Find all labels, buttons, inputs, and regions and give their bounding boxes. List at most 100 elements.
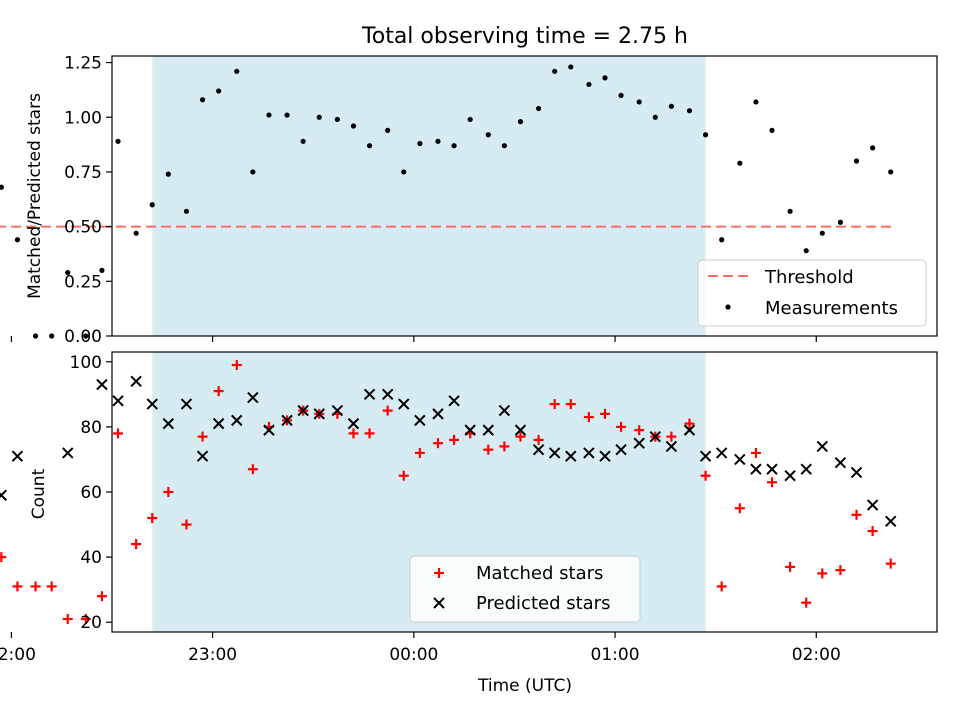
matched-star-point-34 <box>515 431 526 442</box>
top-yticks-label-4: 1.00 <box>64 108 102 128</box>
bottom-y-axis-label: Count <box>29 468 49 519</box>
predicted-star-point-39 <box>683 424 696 436</box>
measurement-point-8 <box>83 333 89 339</box>
measurement-points <box>0 64 894 339</box>
matched-star-point-37 <box>565 399 576 410</box>
matched-star-point-4 <box>12 581 23 592</box>
matched-star-point-12 <box>147 513 158 524</box>
predicted-star-point-28 <box>498 404 511 417</box>
predicted-star-point-14 <box>263 424 275 436</box>
legend-measurements-swatch <box>725 304 731 310</box>
top-legend-box <box>697 259 927 327</box>
measurement-point-31 <box>467 116 473 123</box>
measurement-point-55 <box>870 145 876 151</box>
legend-predicted-label: Predicted stars <box>476 593 610 614</box>
x-tick-label-2: 00:00 <box>389 645 438 665</box>
predicted-star-point-19 <box>347 417 360 430</box>
predicted-star-point-10 <box>196 450 209 462</box>
predicted-star-point-38 <box>665 440 678 453</box>
predicted-star-point-45 <box>784 470 796 482</box>
predicted-star-point-51 <box>885 515 897 528</box>
matched-star-point-44 <box>684 418 695 429</box>
predicted-star-point-9 <box>180 398 193 410</box>
matched-star-point-53 <box>835 565 846 576</box>
matched-star-point-7 <box>62 613 73 624</box>
matched-star-point-55 <box>867 526 878 537</box>
matched-star-point-48 <box>750 447 761 458</box>
predicted-star-point-22 <box>398 398 410 410</box>
predicted-star-point-7 <box>146 398 158 410</box>
top-observing-window <box>152 56 706 336</box>
measurement-point-34 <box>517 119 524 125</box>
measurement-point-23 <box>334 116 340 123</box>
predicted-star-point-30 <box>532 443 545 456</box>
measurement-point-22 <box>316 114 322 120</box>
predicted-star-point-37 <box>649 430 661 443</box>
matched-star-point-32 <box>483 444 494 455</box>
predicted-star-point-40 <box>699 450 712 462</box>
predicted-star-point-18 <box>331 404 344 417</box>
measurement-point-54 <box>853 158 860 164</box>
matched-star-point-52 <box>817 568 828 579</box>
matched-star-point-24 <box>348 428 359 439</box>
matched-star-point-27 <box>398 470 409 481</box>
predicted-star-point-29 <box>514 424 527 436</box>
measurement-point-12 <box>149 202 155 208</box>
measurement-point-6 <box>49 333 55 339</box>
bot-yticks-label-2: 60 <box>80 483 102 503</box>
predicted-star-point-1 <box>0 489 8 501</box>
top-yticks-label-2: 0.50 <box>64 218 102 238</box>
measurement-point-3 <box>0 184 4 190</box>
measurement-point-33 <box>501 143 507 149</box>
measurement-point-18 <box>250 169 256 175</box>
predicted-star-point-4 <box>96 378 108 391</box>
matched-star-point-9 <box>96 591 107 602</box>
matched-star-point-30 <box>449 434 460 445</box>
predicted-star-point-47 <box>816 440 829 453</box>
predicted-star-point-17 <box>313 408 325 420</box>
measurement-point-26 <box>385 127 391 133</box>
measurement-point-13 <box>165 171 171 177</box>
predicted-stars-points <box>0 375 897 528</box>
legend-matched-swatch <box>434 568 444 578</box>
predicted-star-point-2 <box>11 450 24 462</box>
top-panel: 0.00 0.25 0.50 0.75 1.00 1.25 Matched/Predict… <box>0 54 938 347</box>
predicted-star-point-23 <box>414 414 426 427</box>
x-axis-label: Time (UTC) <box>477 676 572 696</box>
measurement-point-21 <box>300 138 306 144</box>
measurement-point-29 <box>435 138 441 144</box>
predicted-star-point-31 <box>548 447 561 459</box>
matched-star-point-26 <box>382 405 393 416</box>
measurement-point-32 <box>485 132 491 138</box>
measurement-point-25 <box>366 143 373 149</box>
measurement-point-52 <box>819 230 825 236</box>
predicted-star-point-15 <box>281 414 293 427</box>
predicted-star-point-16 <box>297 404 309 417</box>
matched-star-point-35 <box>533 434 544 445</box>
measurement-point-27 <box>401 169 407 175</box>
predicted-star-point-25 <box>448 395 460 407</box>
predicted-star-point-3 <box>62 447 74 459</box>
measurement-point-5 <box>32 333 39 339</box>
predicted-star-point-13 <box>247 391 259 404</box>
measurement-point-44 <box>686 108 693 114</box>
matched-star-point-25 <box>364 428 375 439</box>
predicted-star-point-36 <box>633 437 645 449</box>
measurement-point-24 <box>350 123 357 129</box>
bot-yticks-label-3: 80 <box>80 418 102 438</box>
matched-star-point-15 <box>197 431 208 442</box>
top-legend: Threshold Measurements <box>697 259 927 327</box>
predicted-star-point-35 <box>615 443 627 456</box>
predicted-star-point-43 <box>750 463 762 475</box>
matched-star-point-54 <box>851 509 862 520</box>
matched-star-point-28 <box>414 447 425 458</box>
measurement-point-16 <box>216 88 222 94</box>
measurement-point-9 <box>99 267 105 273</box>
predicted-star-point-24 <box>432 408 444 420</box>
matched-star-point-14 <box>181 519 192 530</box>
measurement-point-17 <box>234 68 240 74</box>
measurement-point-47 <box>737 160 743 166</box>
bot-yticks-label-0: 20 <box>80 613 102 633</box>
predicted-star-point-20 <box>363 388 376 401</box>
